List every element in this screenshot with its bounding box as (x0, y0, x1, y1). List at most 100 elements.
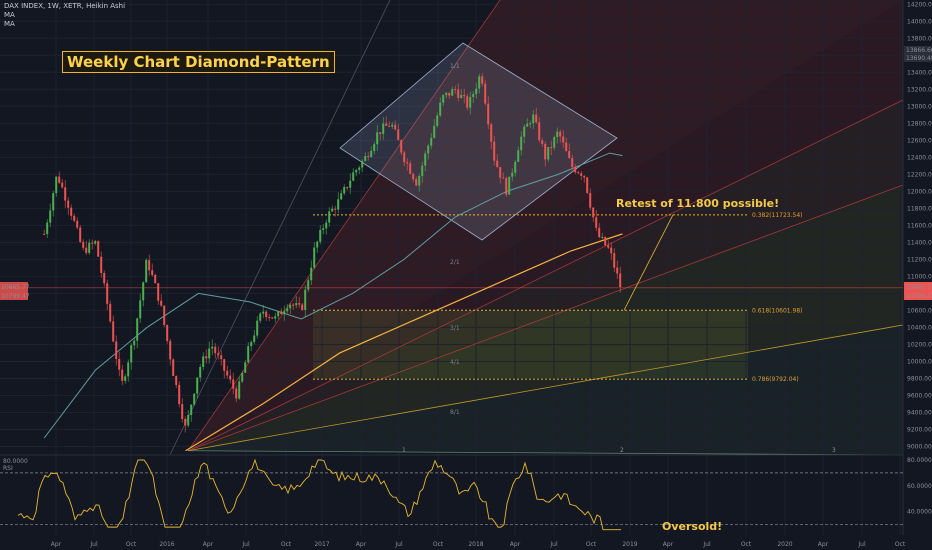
candle-body (325, 222, 328, 229)
candle-body (589, 192, 592, 208)
candle-body (187, 414, 190, 426)
ma-legend-2: MA (4, 20, 15, 28)
candle-body (163, 305, 166, 326)
pivot-label: 3 (832, 447, 836, 454)
candle-body (367, 156, 370, 158)
candle-body (532, 114, 535, 124)
candle-body (550, 147, 553, 149)
candle-body (91, 242, 94, 244)
candle-body (340, 193, 343, 200)
candle-body (574, 166, 577, 173)
candle-body (220, 355, 223, 360)
candle-body (307, 280, 310, 290)
rsi-left-value: 80.0000 (3, 458, 28, 465)
price-tick-label: 10200.00 (907, 341, 932, 348)
price-tick-label: 13800.00 (907, 35, 932, 42)
candle-body (289, 304, 292, 309)
candle-body (70, 207, 73, 216)
price-tick-label: 12800.00 (907, 120, 932, 127)
ma-long-line (185, 233, 623, 452)
candle-body (274, 316, 277, 319)
candle-body (142, 282, 145, 301)
candle-body (337, 199, 340, 210)
candle-body (565, 142, 568, 152)
rsi-tick-label: 40.0000 (907, 509, 932, 516)
current-price-label: 10865.77 (906, 284, 932, 291)
candle-body (328, 211, 331, 223)
price-tick-label: 10400.00 (907, 324, 932, 331)
candle-body (334, 208, 337, 210)
fan-label: 8/1 (450, 409, 460, 416)
fan-zone-5 (188, 325, 903, 455)
candle-body (94, 241, 97, 244)
candle-body (514, 161, 517, 173)
candle-body (388, 125, 391, 127)
price-tag-label: 13690.49 (906, 55, 932, 62)
candle-body (292, 304, 295, 306)
candle-body (136, 318, 139, 341)
candle-body (223, 359, 226, 371)
time-tick-label: Jul (549, 541, 558, 548)
candle-body (409, 163, 412, 174)
candle-body (580, 173, 583, 176)
time-tick-label: Apr (510, 541, 521, 548)
current-price-bg (904, 291, 932, 300)
candle-body (484, 83, 487, 104)
candle-body (616, 267, 619, 274)
candle-body (196, 377, 199, 394)
fan-line (187, 184, 904, 452)
current-price-label: 10799.47 (906, 293, 932, 300)
candle-body (178, 384, 181, 405)
time-tick-label: 2019 (622, 541, 637, 548)
candle-body (358, 167, 361, 170)
left-price-label: 10865.77 (1, 284, 30, 291)
price-tick-label: 10000.00 (907, 358, 932, 365)
candle-body (160, 300, 163, 306)
candle-body (415, 179, 418, 186)
oversold-annotation: Oversold! (662, 520, 723, 533)
candle-body (586, 177, 589, 193)
candle-body (370, 150, 373, 157)
candle-body (436, 115, 439, 126)
candle-body (319, 229, 322, 242)
candle-body (457, 89, 460, 98)
candle-body (391, 124, 394, 127)
time-tick-label: Oct (126, 541, 137, 548)
time-tick-label: Jul (394, 541, 403, 548)
candle-body (469, 97, 472, 108)
candle-body (139, 300, 142, 319)
pivot-label: 2 (620, 447, 624, 454)
candle-body (439, 102, 442, 116)
candle-body (265, 311, 268, 318)
time-tick-label: 2017 (314, 541, 329, 548)
candle-body (145, 260, 148, 283)
time-tick-label: Oct (741, 541, 752, 548)
candle-body (271, 317, 274, 319)
candle-body (487, 103, 490, 125)
candle-body (304, 289, 307, 311)
candle-body (571, 158, 574, 167)
price-tick-label: 13400.00 (907, 69, 932, 76)
candle-body (130, 345, 133, 363)
candle-body (547, 147, 550, 160)
candle-body (403, 152, 406, 163)
fan-label: 3/1 (450, 325, 460, 332)
time-tick-label: Jul (702, 541, 711, 548)
candle-body (211, 346, 214, 349)
candle-body (592, 207, 595, 218)
fan-line (187, 0, 501, 451)
rsi-tick-label: 80.0000 (907, 457, 932, 464)
current-price-bg (904, 282, 932, 291)
candle-body (256, 320, 259, 336)
candle-body (322, 228, 325, 230)
fib-level-label: 0.618(10601.98) (752, 307, 803, 314)
time-tick-label: 2018 (468, 541, 483, 548)
time-tick-label: Oct (895, 541, 906, 548)
time-tick-label: Apr (203, 541, 214, 548)
candle-body (493, 141, 496, 161)
candle-body (118, 358, 121, 370)
candle-body (49, 210, 52, 223)
time-tick-label: Apr (356, 541, 367, 548)
candle-body (595, 217, 598, 228)
